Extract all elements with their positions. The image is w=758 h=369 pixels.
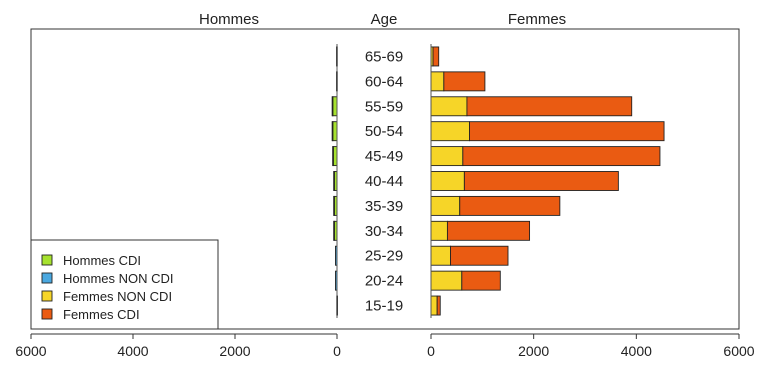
- legend-swatch-hommes-cdi: [41, 254, 53, 266]
- bar-femmes-cdi-35-39: [459, 195, 561, 216]
- bar-hommes-non-cdi-55-59: [331, 96, 334, 117]
- bar-femmes-non-cdi-15-19: [430, 295, 438, 316]
- bar-femmes-non-cdi-20-24: [430, 270, 463, 291]
- bar-hommes-non-cdi-40-44: [333, 171, 335, 191]
- bar-femmes-cdi-60-64: [443, 71, 486, 92]
- age-label-35-39: 35-39: [365, 198, 403, 215]
- bar-femmes-cdi-30-34: [446, 220, 531, 241]
- bar-femmes-non-cdi-40-44: [430, 171, 465, 191]
- legend-swatch-femmes-cdi: [41, 308, 53, 320]
- age-label-30-34: 30-34: [365, 223, 403, 240]
- right-tick-label-6000: 6000: [723, 343, 754, 359]
- legend: Hommes CDI Hommes NON CDI Femmes NON CDI Fe…: [30, 239, 219, 330]
- bar-hommes-non-cdi-50-54: [331, 121, 334, 142]
- bar-hommes-non-cdi-30-34: [333, 220, 335, 241]
- age-label-45-49: 45-49: [365, 148, 403, 165]
- bar-femmes-cdi-65-69: [432, 46, 440, 67]
- x-axes: 6000 4000 2000 0 0 2000 4000 6000: [15, 44, 755, 359]
- bar-femmes-non-cdi-25-29: [430, 245, 451, 266]
- left-tick-label-2000: 2000: [219, 343, 250, 359]
- age-label-55-59: 55-59: [365, 98, 403, 115]
- legend-label-hommes-non-cdi: Hommes NON CDI: [63, 271, 174, 286]
- bar-femmes-non-cdi-45-49: [430, 146, 464, 167]
- right-panel-bars: [430, 46, 665, 316]
- bar-femmes-non-cdi-55-59: [430, 96, 468, 117]
- age-label-15-19: 15-19: [365, 298, 403, 315]
- legend-label-femmes-cdi: Femmes CDI: [63, 307, 140, 322]
- right-tick-label-2000: 2000: [518, 343, 549, 359]
- bar-femmes-non-cdi-30-34: [430, 220, 448, 241]
- plot-frame: [30, 28, 740, 330]
- right-tick-label-0: 0: [427, 343, 435, 359]
- header-right: Femmes: [508, 11, 566, 28]
- legend-label-femmes-non-cdi: Femmes NON CDI: [63, 289, 172, 304]
- left-tick-label-6000: 6000: [15, 343, 46, 359]
- left-tick-label-4000: 4000: [117, 343, 148, 359]
- header-left: Hommes: [199, 11, 259, 28]
- bar-femmes-non-cdi-35-39: [430, 195, 461, 216]
- bar-femmes-non-cdi-50-54: [430, 121, 470, 142]
- age-label-65-69: 65-69: [365, 48, 403, 65]
- left-tick-label-0: 0: [333, 343, 341, 359]
- bar-hommes-non-cdi-45-49: [332, 146, 334, 167]
- bar-femmes-cdi-15-19: [436, 295, 441, 316]
- legend-box: [30, 239, 219, 330]
- bar-femmes-cdi-40-44: [463, 171, 619, 191]
- header-center: Age: [371, 11, 398, 28]
- bar-femmes-cdi-55-59: [466, 96, 633, 117]
- legend-label-hommes-cdi: Hommes CDI: [63, 253, 141, 268]
- legend-swatch-hommes-non-cdi: [41, 272, 53, 284]
- bar-femmes-cdi-25-29: [450, 245, 509, 266]
- age-labels: 15-19 20-24 25-29 30-34 35-39 40-44 45-49 50-54…: [365, 48, 403, 314]
- age-label-20-24: 20-24: [365, 273, 403, 290]
- bar-femmes-cdi-45-49: [462, 146, 661, 167]
- bar-femmes-non-cdi-60-64: [430, 71, 445, 92]
- legend-swatch-femmes-non-cdi: [41, 290, 53, 302]
- age-label-60-64: 60-64: [365, 73, 403, 90]
- bar-femmes-cdi-50-54: [469, 121, 665, 142]
- bar-hommes-non-cdi-35-39: [333, 195, 335, 216]
- age-label-25-29: 25-29: [365, 248, 403, 265]
- age-label-40-44: 40-44: [365, 173, 403, 190]
- right-tick-label-4000: 4000: [621, 343, 652, 359]
- age-label-50-54: 50-54: [365, 123, 403, 140]
- bar-femmes-cdi-20-24: [461, 270, 501, 291]
